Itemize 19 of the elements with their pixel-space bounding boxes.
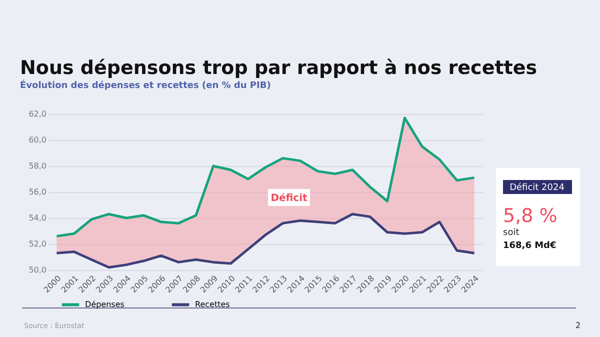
chart-subtitle: Évolution des dépenses et recettes (en % du PIB) <box>20 79 271 91</box>
annotation: Déficit <box>270 193 308 204</box>
text: Déficit 2024 <box>510 182 565 193</box>
y-tick-label: 56,0 <box>28 188 46 196</box>
chart-title: Nous dépensons trop par rapport à nos recettes <box>20 57 538 79</box>
text: 168,6 Md€ <box>503 241 556 251</box>
line-series <box>55 212 476 269</box>
y-tick-label: 54,0 <box>28 214 46 222</box>
text: 2 <box>575 321 581 330</box>
y-tick-label: 50,0 <box>28 266 46 274</box>
legend-label: Dépenses <box>85 300 124 309</box>
legend-label: Recettes <box>195 300 230 309</box>
y-tick-label: 58,0 <box>28 162 46 170</box>
y-tick-label: 52,0 <box>28 240 46 248</box>
text: 5,8 % <box>503 205 558 227</box>
y-tick-label: 62,0 <box>28 110 46 118</box>
line-series <box>55 116 476 238</box>
text: soit <box>503 228 520 238</box>
y-tick-label: 60,0 <box>28 136 46 144</box>
